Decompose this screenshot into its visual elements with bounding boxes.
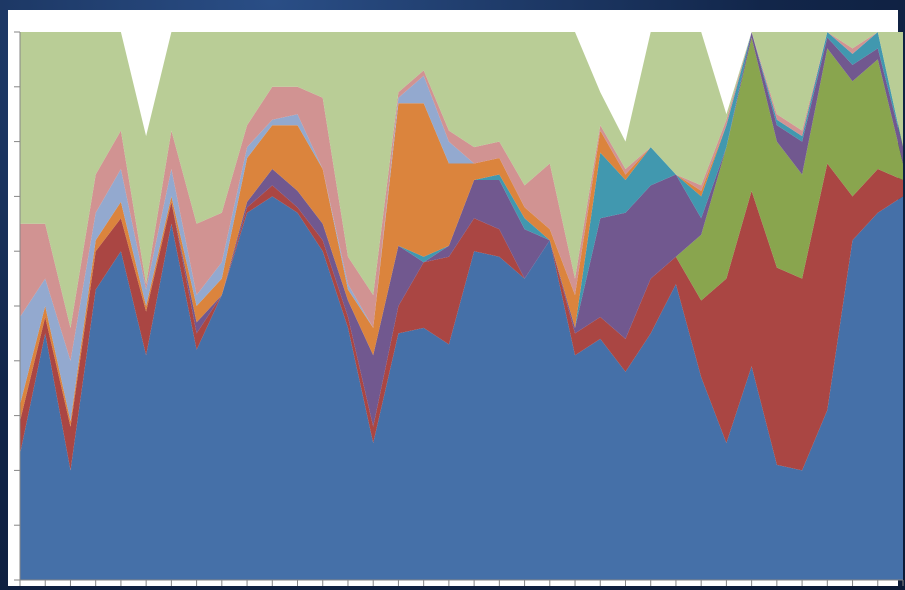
series-area-3 [20,37,903,427]
series-area-2 [20,163,903,471]
series-area-4 [20,32,903,427]
series-area-1 [20,196,903,580]
series-area-9 [20,32,903,328]
areas-layer [20,32,903,580]
axes-layer [14,31,904,586]
